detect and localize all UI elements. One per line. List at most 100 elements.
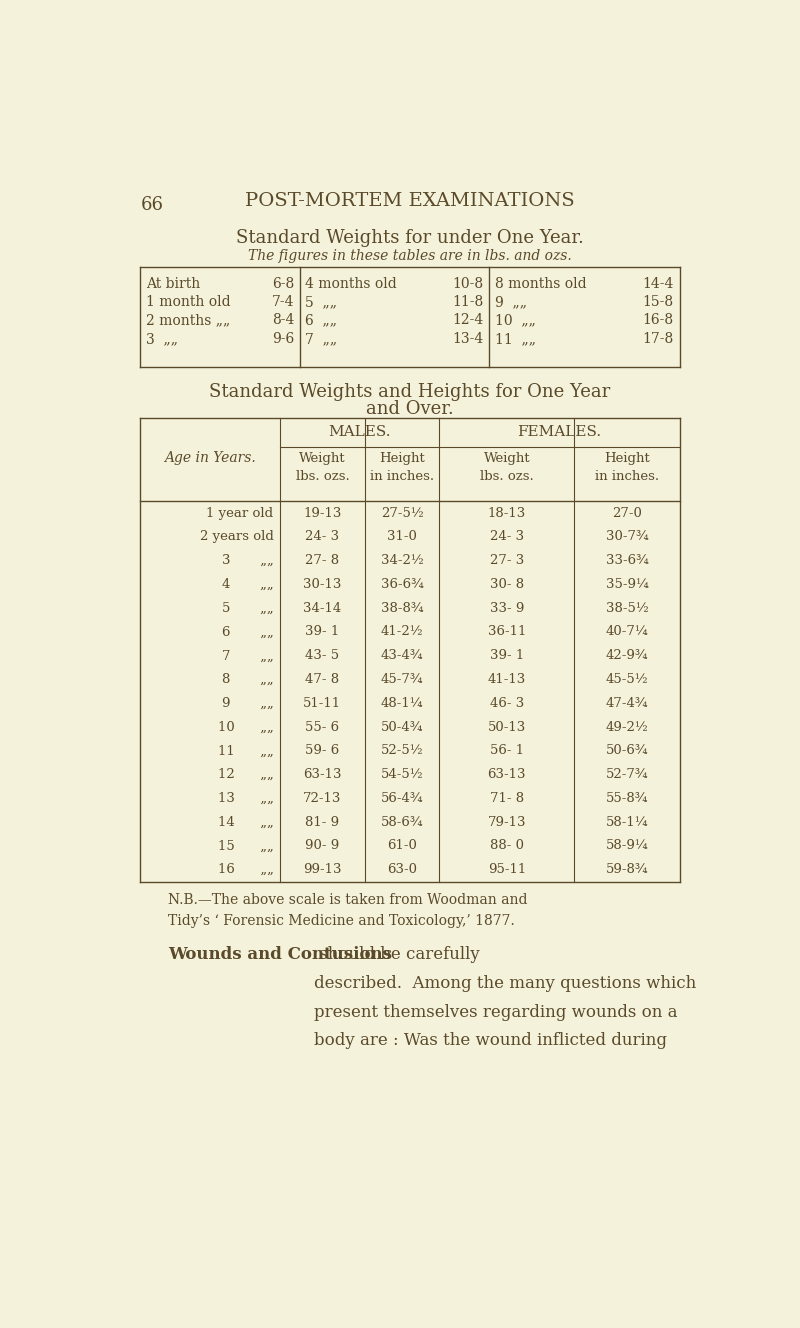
Text: 7       „„: 7 „„ [222, 649, 274, 663]
Text: and Over.: and Over. [366, 400, 454, 417]
Text: Standard Weights and Heights for One Year: Standard Weights and Heights for One Yea… [210, 382, 610, 401]
Text: 36-6¾: 36-6¾ [381, 578, 424, 591]
Text: 72-13: 72-13 [303, 791, 342, 805]
Text: 30- 8: 30- 8 [490, 578, 524, 591]
Text: 51-11: 51-11 [303, 697, 342, 710]
Text: 3  „„: 3 „„ [146, 332, 178, 345]
Text: 63-0: 63-0 [387, 863, 418, 876]
Text: 12-4: 12-4 [452, 313, 484, 328]
Text: should be carefully
described.  Among the many questions which
present themselve: should be carefully described. Among the… [314, 947, 696, 1049]
Text: 4       „„: 4 „„ [222, 578, 274, 591]
Text: 48-1¼: 48-1¼ [381, 697, 423, 710]
Text: 7-4: 7-4 [272, 295, 294, 309]
Text: 11      „„: 11 „„ [218, 745, 274, 757]
Text: 7  „„: 7 „„ [306, 332, 338, 345]
Text: 27-5½: 27-5½ [381, 506, 424, 519]
Text: 59- 6: 59- 6 [306, 745, 339, 757]
Text: 59-8¾: 59-8¾ [606, 863, 648, 876]
Text: 30-13: 30-13 [303, 578, 342, 591]
Text: 50-4¾: 50-4¾ [381, 721, 423, 733]
Text: 46- 3: 46- 3 [490, 697, 524, 710]
Text: 14      „„: 14 „„ [218, 815, 274, 829]
Text: 41-13: 41-13 [488, 673, 526, 687]
Text: Wounds and Contusions: Wounds and Contusions [168, 947, 392, 963]
Text: Weight
lbs. ozs.: Weight lbs. ozs. [295, 452, 350, 483]
Text: N.B.—The above scale is taken from Woodman and
Tidy’s ‘ Forensic Medicine and To: N.B.—The above scale is taken from Woodm… [168, 894, 528, 928]
Text: 71- 8: 71- 8 [490, 791, 524, 805]
Text: POST-MORTEM EXAMINATIONS: POST-MORTEM EXAMINATIONS [245, 191, 575, 210]
Text: 52-5½: 52-5½ [381, 745, 423, 757]
Text: 5       „„: 5 „„ [222, 602, 274, 615]
Text: 10  „„: 10 „„ [495, 313, 536, 328]
Text: 2 months „„: 2 months „„ [146, 313, 230, 328]
Text: 52-7¾: 52-7¾ [606, 768, 648, 781]
Text: 13-4: 13-4 [452, 332, 484, 345]
Text: Height
in inches.: Height in inches. [595, 452, 659, 483]
Text: 47- 8: 47- 8 [306, 673, 339, 687]
Text: 50-13: 50-13 [488, 721, 526, 733]
Text: 56- 1: 56- 1 [490, 745, 524, 757]
Text: 88- 0: 88- 0 [490, 839, 524, 853]
Text: Height
in inches.: Height in inches. [370, 452, 434, 483]
Text: 58-1¼: 58-1¼ [606, 815, 648, 829]
Text: 58-6¾: 58-6¾ [381, 815, 423, 829]
Text: 42-9¾: 42-9¾ [606, 649, 648, 663]
Text: 95-11: 95-11 [488, 863, 526, 876]
Text: 40-7¼: 40-7¼ [606, 625, 648, 639]
Text: 30-7¾: 30-7¾ [606, 530, 648, 543]
Text: 39- 1: 39- 1 [490, 649, 524, 663]
Text: 38-5½: 38-5½ [606, 602, 648, 615]
Text: 24- 3: 24- 3 [306, 530, 339, 543]
Text: 90- 9: 90- 9 [306, 839, 339, 853]
Text: 33-6¾: 33-6¾ [606, 554, 649, 567]
Text: 35-9¼: 35-9¼ [606, 578, 649, 591]
Text: 10      „„: 10 „„ [218, 721, 274, 733]
Text: 9  „„: 9 „„ [495, 295, 527, 309]
Text: 31-0: 31-0 [387, 530, 417, 543]
Text: 33- 9: 33- 9 [490, 602, 524, 615]
Text: 43- 5: 43- 5 [306, 649, 339, 663]
Text: 9-6: 9-6 [272, 332, 294, 345]
Text: 8       „„: 8 „„ [222, 673, 274, 687]
Text: 50-6¾: 50-6¾ [606, 745, 648, 757]
Text: MALES.: MALES. [328, 425, 391, 440]
Text: 45-7¾: 45-7¾ [381, 673, 423, 687]
Text: Standard Weights for under One Year.: Standard Weights for under One Year. [236, 228, 584, 247]
Text: 27-0: 27-0 [612, 506, 642, 519]
Text: 18-13: 18-13 [488, 506, 526, 519]
Text: 24- 3: 24- 3 [490, 530, 524, 543]
Text: 36-11: 36-11 [488, 625, 526, 639]
Text: 16      „„: 16 „„ [218, 863, 274, 876]
Text: 39- 1: 39- 1 [306, 625, 339, 639]
Text: 15-8: 15-8 [642, 295, 674, 309]
Text: 34-14: 34-14 [303, 602, 342, 615]
Text: 6  „„: 6 „„ [306, 313, 338, 328]
Text: 16-8: 16-8 [642, 313, 674, 328]
Text: Weight
lbs. ozs.: Weight lbs. ozs. [480, 452, 534, 483]
Text: 12      „„: 12 „„ [218, 768, 274, 781]
Text: 27- 3: 27- 3 [490, 554, 524, 567]
Text: 13      „„: 13 „„ [218, 791, 274, 805]
Text: 2 years old: 2 years old [200, 530, 274, 543]
Text: 5  „„: 5 „„ [306, 295, 338, 309]
Text: 14-4: 14-4 [642, 278, 674, 291]
Text: 41-2½: 41-2½ [381, 625, 423, 639]
Text: 79-13: 79-13 [488, 815, 526, 829]
Text: 3       „„: 3 „„ [222, 554, 274, 567]
Text: 66: 66 [140, 195, 163, 214]
Text: 8 months old: 8 months old [495, 278, 587, 291]
Text: 81- 9: 81- 9 [306, 815, 339, 829]
Text: 54-5½: 54-5½ [381, 768, 423, 781]
Text: 11  „„: 11 „„ [495, 332, 536, 345]
Text: 56-4¾: 56-4¾ [381, 791, 423, 805]
Text: 15      „„: 15 „„ [218, 839, 274, 853]
Text: The figures in these tables are in lbs. and ozs.: The figures in these tables are in lbs. … [248, 248, 572, 263]
Text: 6-8: 6-8 [272, 278, 294, 291]
Text: 1 month old: 1 month old [146, 295, 231, 309]
Text: 99-13: 99-13 [303, 863, 342, 876]
Text: 58-9¼: 58-9¼ [606, 839, 648, 853]
Text: 55- 6: 55- 6 [306, 721, 339, 733]
Text: 1 year old: 1 year old [206, 506, 274, 519]
Text: 43-4¾: 43-4¾ [381, 649, 423, 663]
Text: 63-13: 63-13 [488, 768, 526, 781]
